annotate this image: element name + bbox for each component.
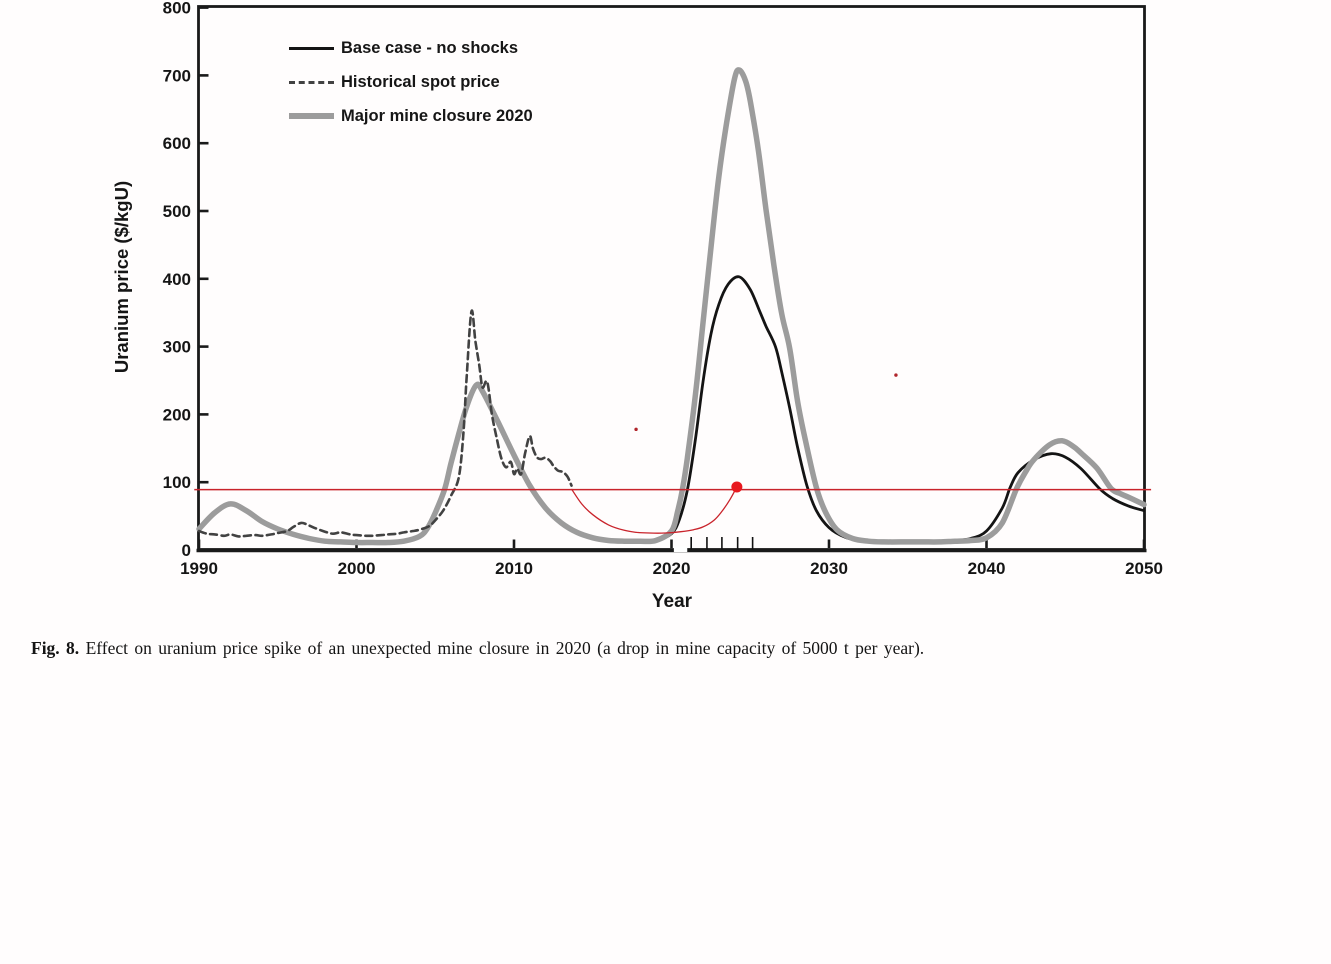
legend-item-historical: Historical spot price — [289, 65, 533, 99]
figure-caption: Fig. 8. Effect on uranium price spike of… — [31, 638, 1266, 659]
legend-item-base-case: Base case - no shocks — [289, 31, 533, 65]
x-tick-label: 2050 — [1125, 559, 1163, 578]
legend-label-base-case: Base case - no shocks — [341, 38, 519, 57]
red-speck — [634, 427, 638, 432]
y-tick-label: 100 — [163, 473, 191, 492]
y-axis-title: Uranium price ($/kgU) — [111, 180, 132, 374]
y-tick-label: 0 — [182, 541, 191, 560]
y-tick-label: 700 — [163, 66, 191, 85]
series-line-base-case — [197, 275, 1146, 545]
x-tick-label: 2040 — [968, 559, 1006, 578]
red-annotation-curve — [570, 486, 738, 534]
x-tick-label: 2030 — [810, 559, 848, 578]
series-line-mine-closure — [196, 67, 1147, 546]
figure-caption-text: Effect on uranium price spike of an unex… — [85, 638, 925, 658]
figure-caption-label: Fig. 8. — [31, 638, 80, 658]
legend-item-mine-closure: Major mine closure 2020 — [289, 99, 533, 133]
chart-canvas: 1990 2000 2010 2020 2030 2040 2050 0 100 200 300 40… — [163, 0, 1163, 578]
y-tick-label: 500 — [163, 202, 191, 221]
x-axis-title: Year — [651, 591, 693, 612]
axis-gap-patch — [673, 546, 688, 552]
legend-label-mine-closure: Major mine closure 2020 — [341, 106, 533, 125]
y-tick-label: 600 — [163, 134, 191, 153]
legend-line-dashed-icon — [289, 78, 334, 86]
series-line-historical-spot — [197, 309, 573, 538]
y-tick-label: 400 — [163, 270, 191, 289]
red-marker-dot — [731, 481, 743, 493]
legend-line-solid-black-icon — [289, 44, 334, 52]
y-tick-label: 300 — [163, 338, 191, 357]
x-tick-label: 2010 — [495, 559, 533, 578]
legend-label-historical: Historical spot price — [341, 72, 500, 91]
x-tick-label: 2000 — [338, 559, 376, 578]
y-tick-label: 200 — [163, 405, 191, 424]
x-tick-label: 2020 — [653, 559, 691, 578]
y-tick-label: 800 — [163, 0, 191, 18]
red-speck — [894, 373, 898, 377]
legend-line-solid-gray-icon — [289, 112, 334, 120]
chart-legend: Base case - no shocks Historical spot pr… — [289, 31, 533, 133]
x-tick-label: 1990 — [180, 559, 218, 578]
